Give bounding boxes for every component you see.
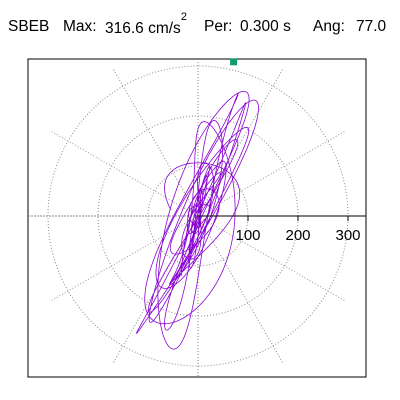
max-label: Max: — [63, 18, 97, 35]
orbit-trace — [135, 90, 259, 350]
grid-spoke — [50, 215, 199, 302]
grid-spoke — [197, 68, 284, 217]
radial-tick-label: 300 — [335, 227, 360, 244]
grid-spoke — [197, 215, 284, 364]
radial-ticks: 100 200 300 — [235, 216, 361, 244]
orbit-line — [135, 90, 259, 350]
grid-spoke — [197, 130, 346, 217]
max-value: 316.6 cm/s2 — [105, 11, 187, 38]
max-exponent: 2 — [180, 11, 187, 23]
ang-label: Ang: — [313, 18, 345, 35]
grid-spoke — [50, 130, 199, 217]
grid-spoke — [197, 215, 346, 302]
per-label: Per: — [204, 18, 233, 35]
radial-tick-label: 200 — [285, 227, 310, 244]
per-value: 0.300 s — [240, 18, 291, 35]
ang-value: 77.0 — [356, 18, 387, 35]
radial-tick-label: 100 — [235, 227, 260, 244]
peak-marker — [230, 58, 238, 66]
grid-spoke — [112, 68, 199, 217]
station-code: SBEB — [8, 18, 50, 35]
